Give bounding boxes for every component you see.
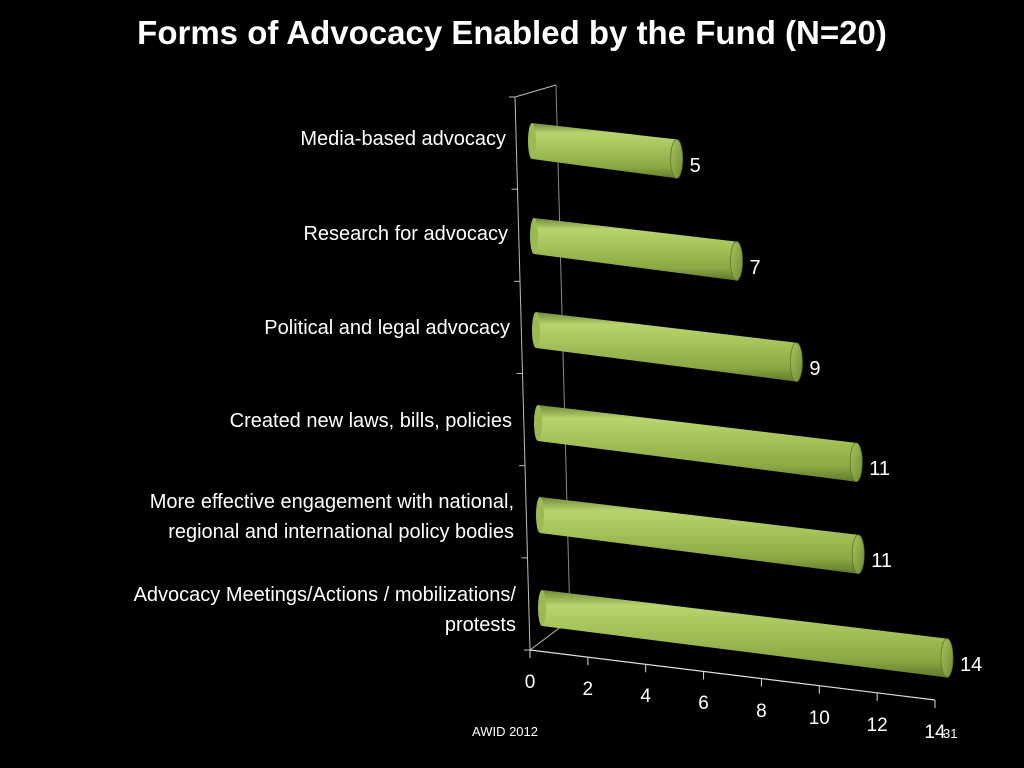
bar-3-end-cap (849, 442, 863, 483)
bar-0-left-end (528, 123, 536, 159)
bar-4 (540, 497, 859, 574)
bar-2-end-cap (789, 342, 803, 382)
category-label-line: Media-based advocacy (300, 128, 506, 150)
x-tick-label: 8 (756, 700, 767, 722)
category-label-line: Advocacy Meetings/Actions / mobilization… (133, 584, 516, 606)
category-label: Political and legal advocacy (30, 313, 510, 343)
category-label-line: Political and legal advocacy (264, 317, 510, 339)
category-label: Research for advocacy (28, 219, 508, 249)
bar-3 (538, 405, 857, 482)
category-label-line: regional and international policy bodies (168, 521, 514, 543)
x-tick-label: 2 (582, 679, 594, 701)
x-tick-label: 10 (808, 707, 830, 729)
x-tick-label: 12 (866, 714, 888, 736)
chart-title: Forms of Advocacy Enabled by the Fund (N… (137, 14, 887, 51)
x-tick-label: 6 (698, 693, 709, 715)
data-label: 14 (960, 654, 983, 677)
x-tick-label: 14 (924, 722, 946, 743)
bar-3-left-end (534, 405, 542, 441)
bar-2-left-end (532, 312, 540, 348)
bar-4-left-end (536, 497, 544, 533)
data-label: 5 (689, 154, 701, 177)
bar-0 (532, 123, 677, 179)
bar-1-left-end (530, 218, 538, 254)
x-tick-label: 4 (640, 686, 651, 708)
bar-5-end-cap (940, 638, 954, 678)
bar-1 (534, 218, 737, 281)
back-wall-inner-edge (555, 84, 571, 621)
bar-4-end-cap (851, 534, 865, 575)
bar-0-end-cap (670, 139, 684, 179)
data-label: 7 (749, 257, 761, 279)
category-label-line: Research for advocacy (303, 223, 508, 245)
bar-2 (536, 312, 797, 382)
category-label-line: protests (444, 614, 516, 636)
category-label-line: More effective engagement with national, (149, 491, 514, 513)
category-label: Media-based advocacy (26, 124, 506, 154)
slide-number: 31 (943, 726, 958, 741)
category-label: Created new laws, bills, policies (32, 406, 512, 436)
back-wall-top-edge (514, 84, 557, 98)
bar-1-end-cap (730, 241, 743, 281)
data-label: 11 (869, 458, 890, 481)
bar-5-left-end (538, 590, 546, 626)
data-label: 9 (809, 358, 821, 381)
source-note: AWID 2012 (472, 724, 538, 739)
data-label: 11 (871, 550, 892, 573)
category-label: More effective engagement with national,… (34, 487, 514, 547)
x-tick-label: 0 (524, 672, 536, 693)
category-label: Advocacy Meetings/Actions / mobilization… (36, 580, 516, 640)
category-label-line: Created new laws, bills, policies (229, 410, 512, 432)
x-axis-line (529, 649, 936, 701)
bar-5 (542, 590, 947, 678)
